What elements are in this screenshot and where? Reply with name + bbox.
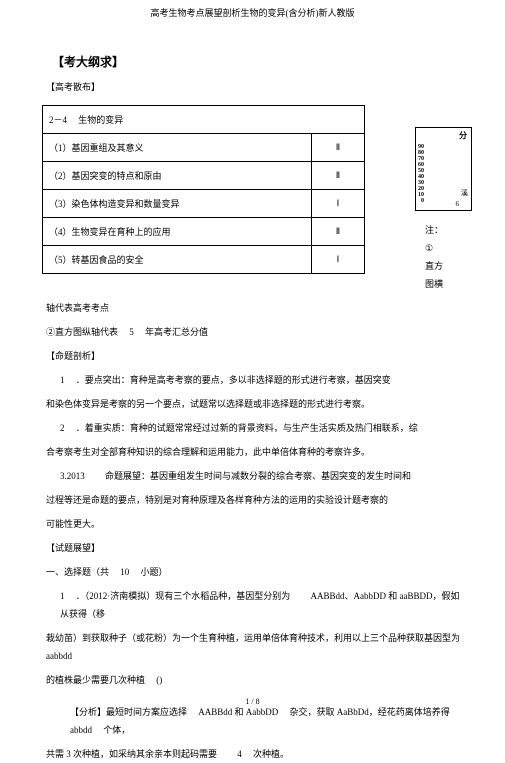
text: 5 xyxy=(129,327,134,337)
side-notes: 注： ① 直方 图横 xyxy=(425,221,463,293)
text: 小题） xyxy=(141,567,168,577)
row-level: Ⅰ xyxy=(312,246,365,274)
text: 的植株最少需要几次种植 xyxy=(46,675,145,685)
text: 共需 3 次种植，如采纳其余亲本则起码需要 xyxy=(46,749,217,759)
chapter-code: 2－4 xyxy=(49,115,67,125)
main-row: 2－4 生物的变异 （1）基因重组及其意义 Ⅱ （2）基因突变的特点和原由 Ⅱ … xyxy=(42,105,463,293)
yaxis-num: 0 xyxy=(418,198,424,204)
row-label: （5）转基因食品的安全 xyxy=(43,246,312,274)
para: 共需 3 次种植，如采纳其余亲本则起码需要 4 次种植。 xyxy=(42,745,463,763)
text: 一、选择题（共 xyxy=(46,567,109,577)
side-box: 分 90 80 70 60 50 40 30 20 10 0 6 溪 注： xyxy=(393,105,463,293)
text: 1 xyxy=(60,591,65,601)
para: ②直方图纵轴代表 5 年高考汇总分值 xyxy=(42,323,463,341)
text: ②直方图纵轴代表 xyxy=(46,327,118,337)
page-footer: 1 / 8 xyxy=(0,697,505,706)
text: () xyxy=(156,675,162,685)
side-frag-numbers: 90 80 70 60 50 40 30 20 10 0 xyxy=(418,144,424,204)
note-zhu: 注： xyxy=(425,221,463,239)
para: 栽幼苗）到获取种子（或花粉）为一个生育种植，运用单倍体育种技术，利用以上三个品种… xyxy=(42,629,463,665)
row-label: （2）基因突变的特点和原由 xyxy=(43,162,312,190)
text: 4 xyxy=(237,749,242,759)
chapter-cell: 2－4 生物的变异 xyxy=(43,106,365,134)
text: 栽幼苗）到获取种子（或花粉）为一个生育种植，运用单倍体育种技术，利用以上三个品种… xyxy=(46,633,460,643)
chapter-name: 生物的变异 xyxy=(78,115,123,125)
text: aabbdd xyxy=(46,651,72,661)
para: 一、选择题（共 10 小题） xyxy=(42,563,463,581)
text: AABBdd 和 AabbDD xyxy=(198,707,278,717)
row-level: Ⅱ xyxy=(312,134,365,162)
para: 【分析】最短时间方案应选择 AABBdd 和 AabbDD 杂交，获取 AaBb… xyxy=(42,703,463,739)
text: abbdd xyxy=(70,725,92,735)
row-level: Ⅰ xyxy=(312,190,365,218)
text: 杂交，获取 AaBbDd，经花药离体培养得 xyxy=(290,707,450,717)
para-heading: 【试题展望】 xyxy=(42,539,463,557)
text: 2 xyxy=(60,423,65,433)
text: 命题展望：基因重组发生时间与减数分裂的综合考察、基因突变的发生时间和 xyxy=(105,471,411,481)
outline-table: 2－4 生物的变异 （1）基因重组及其意义 Ⅱ （2）基因突变的特点和原由 Ⅱ … xyxy=(42,105,365,274)
text: ．着重实质：育种的试题常常经过过新的背景资料，与生产生活实质及热门相联系，综 xyxy=(76,423,418,433)
text: 3.2013 xyxy=(60,471,85,481)
sub-title: 【高考散布】 xyxy=(46,80,463,93)
note-one: ① xyxy=(425,239,463,257)
row-label: （4）生物变异在育种上的应用 xyxy=(43,218,312,246)
side-frag-right: 溪 xyxy=(461,188,469,198)
para: 的植株最少需要几次种植 () xyxy=(42,671,463,689)
para: 过程等还是命题的要点，特别是对育种原理及各样育种方法的运用的实验设计题考察的 xyxy=(42,491,463,509)
row-label: （3）染色体构造变异和数量变异 xyxy=(43,190,312,218)
row-level: Ⅱ xyxy=(312,218,365,246)
text: ．（2012·济南模拟）现有三个水稻品种，基因型分别为 xyxy=(76,591,291,601)
text: 10 xyxy=(120,567,129,577)
page-header: 高考生物考点展望剖析生物的变异(含分析)新人教版 xyxy=(42,0,463,19)
para: 合考察考生对全部育种知识的综合理解和运用能力，此中单倍体育种的考察许多。 xyxy=(42,443,463,461)
para: 2 ．着重实质：育种的试题常常经过过新的背景资料，与生产生活实质及热门相联系，综 xyxy=(42,419,463,437)
text: 【分析】最短时间方案应选择 xyxy=(70,707,187,717)
section-title: 【考大纲求】 xyxy=(52,53,463,70)
text: 年高考汇总分值 xyxy=(145,327,208,337)
text: 1 xyxy=(60,375,65,385)
para: 1 ．（2012·济南模拟）现有三个水稻品种，基因型分别为 AABBdd、Aab… xyxy=(42,587,463,623)
body-text: 轴代表高考考点 ②直方图纵轴代表 5 年高考汇总分值 【命题剖析】 1 ．要点突… xyxy=(42,299,463,763)
row-label: （1）基因重组及其意义 xyxy=(43,134,312,162)
para: 可能性更大。 xyxy=(42,515,463,533)
para: 1 ．要点突出：育种是高考考察的要点，多以非选择题的形式进行考察，基因突变 xyxy=(42,371,463,389)
text: 个体， xyxy=(103,725,130,735)
side-fragment: 分 90 80 70 60 50 40 30 20 10 0 6 溪 xyxy=(415,127,472,211)
para: 3.2013 命题展望：基因重组发生时间与减数分裂的综合考察、基因突变的发生时间… xyxy=(42,467,463,485)
row-level: Ⅱ xyxy=(312,162,365,190)
para: 和染色体变异是考察的另一个要点，试题常以选择题或非选择题的形式进行考察。 xyxy=(42,395,463,413)
note-tuheng: 图横 xyxy=(425,275,463,293)
side-frag-bottom: 6 xyxy=(456,200,460,208)
text: ．要点突出：育种是高考考察的要点，多以非选择题的形式进行考察，基因突变 xyxy=(76,375,391,385)
para: 轴代表高考考点 xyxy=(42,299,463,317)
para-heading: 【命题剖析】 xyxy=(42,347,463,365)
note-zhifang: 直方 xyxy=(425,257,463,275)
text: 次种植。 xyxy=(253,749,289,759)
side-frag-top: 分 xyxy=(459,130,467,141)
